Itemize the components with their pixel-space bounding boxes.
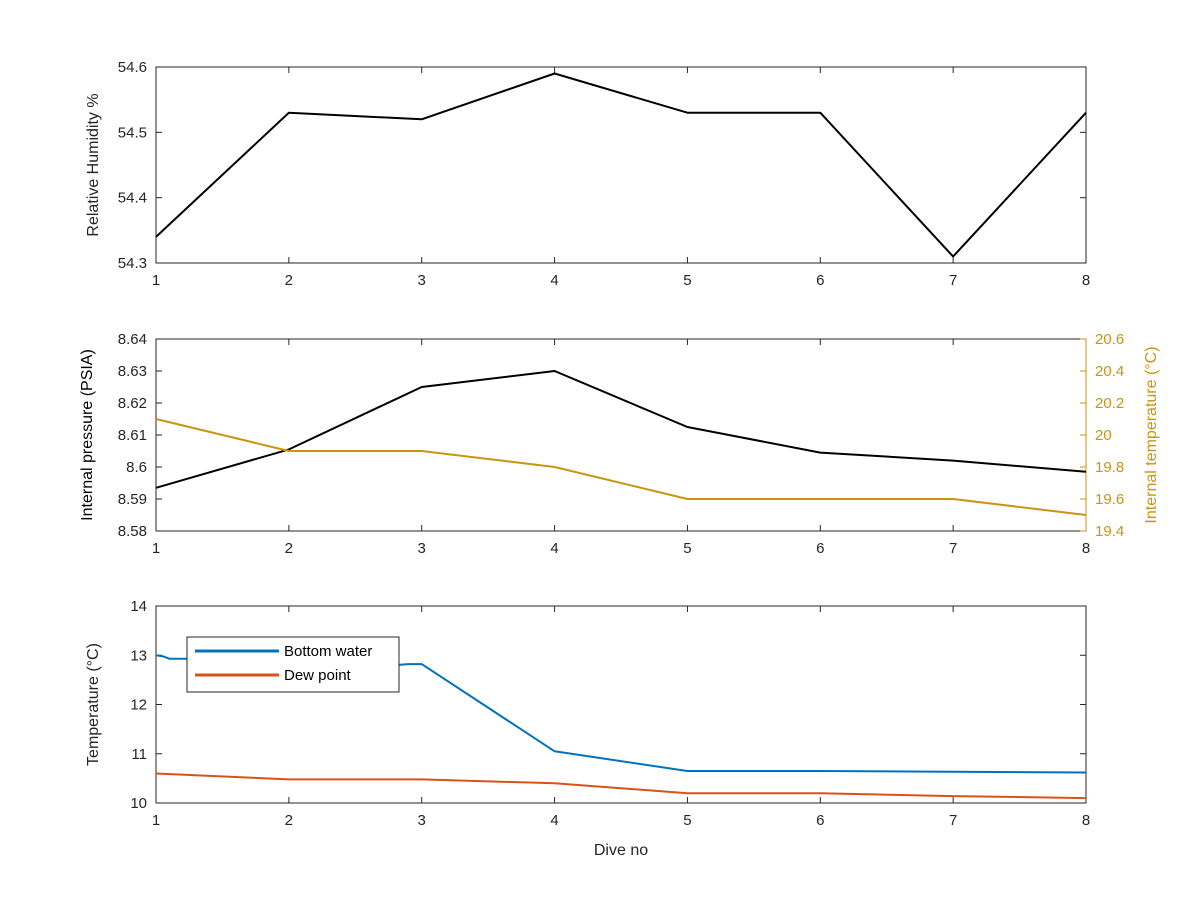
y-tick-label: 54.5 bbox=[118, 124, 147, 141]
y-tick-label: 8.63 bbox=[118, 363, 147, 380]
y-tick-label: 11 bbox=[131, 746, 147, 763]
y-right-tick-label: 19.8 bbox=[1095, 459, 1124, 476]
x-tick-label: 4 bbox=[550, 812, 558, 829]
x-tick-label: 3 bbox=[418, 540, 426, 557]
y-tick-label: 8.58 bbox=[118, 523, 147, 540]
y-right-tick-label: 20.2 bbox=[1095, 395, 1124, 412]
legend-label: Dew point bbox=[284, 667, 352, 684]
x-tick-label: 5 bbox=[683, 540, 691, 557]
x-tick-label: 1 bbox=[152, 272, 160, 289]
legend-box bbox=[186, 636, 400, 693]
x-tick-label: 3 bbox=[418, 272, 426, 289]
x-tick-label: 1 bbox=[152, 812, 160, 829]
subplot-2: 1 2 3 4 5 6 7 8 8.58 8.59 8.6 8.61 8.62 8.63 8.64 19.4 1… bbox=[79, 331, 1160, 557]
y-tick-label: 12 bbox=[130, 697, 147, 714]
y-tick-label: 54.3 bbox=[118, 255, 147, 272]
x-tick-label: 8 bbox=[1082, 540, 1090, 557]
x-tick-label: 7 bbox=[949, 540, 957, 557]
x-tick-label: 5 bbox=[683, 272, 691, 289]
y-right-axis-label: Internal temperature (°C) bbox=[1143, 346, 1160, 523]
y-tick-label: 8.61 bbox=[118, 427, 147, 444]
y-tick-label: 54.4 bbox=[118, 190, 147, 207]
y-right-tick-label: 20.6 bbox=[1095, 331, 1124, 348]
x-tick-label: 8 bbox=[1082, 812, 1090, 829]
series-line-2 bbox=[155, 772, 1087, 800]
x-tick-label: 2 bbox=[285, 540, 293, 557]
x-tick-label: 2 bbox=[285, 812, 293, 829]
series-line-2 bbox=[155, 418, 1087, 516]
y-right-tick-label: 19.6 bbox=[1095, 491, 1124, 508]
y-right-tick-label: 20.4 bbox=[1095, 363, 1124, 380]
y-axis-label: Temperature (°C) bbox=[85, 643, 102, 766]
y-right-tick-label: 20 bbox=[1095, 427, 1112, 444]
y-tick-label: 8.64 bbox=[118, 331, 147, 348]
x-tick-label: 2 bbox=[285, 272, 293, 289]
x-tick-label: 4 bbox=[550, 540, 558, 557]
y-right-tick-label: 19.4 bbox=[1095, 523, 1124, 540]
series-line-1 bbox=[155, 370, 1087, 489]
x-tick-label: 4 bbox=[550, 272, 558, 289]
y-axis-label: Internal pressure (PSIA) bbox=[79, 349, 96, 521]
y-tick-label: 8.6 bbox=[126, 459, 147, 476]
x-axis-label: Dive no bbox=[594, 842, 648, 859]
legend: Bottom water Dew point bbox=[186, 636, 400, 693]
x-tick-label: 6 bbox=[816, 272, 824, 289]
y-tick-label: 54.6 bbox=[118, 59, 147, 76]
x-tick-label: 8 bbox=[1082, 272, 1090, 289]
series-line-1 bbox=[155, 654, 1087, 774]
y-axis-label: Relative Humidity % bbox=[85, 93, 102, 236]
y-tick-label: 8.59 bbox=[118, 491, 147, 508]
subplot-1: 1 2 3 4 5 6 7 8 54.3 54.4 54.5 54.6 Relative Humidit… bbox=[85, 59, 1090, 289]
y-tick-label: 13 bbox=[130, 647, 147, 664]
x-tick-label: 6 bbox=[816, 812, 824, 829]
y-tick-label: 10 bbox=[130, 795, 147, 812]
x-tick-label: 7 bbox=[949, 272, 957, 289]
legend-label: Bottom water bbox=[284, 643, 372, 660]
y-tick-label: 14 bbox=[130, 598, 147, 615]
x-tick-label: 3 bbox=[418, 812, 426, 829]
plot-frame bbox=[155, 66, 1087, 264]
x-tick-label: 6 bbox=[816, 540, 824, 557]
series-line-1 bbox=[155, 72, 1087, 258]
x-tick-label: 5 bbox=[683, 812, 691, 829]
x-tick-label: 7 bbox=[949, 812, 957, 829]
x-tick-label: 1 bbox=[152, 540, 160, 557]
y-tick-label: 8.62 bbox=[118, 395, 147, 412]
